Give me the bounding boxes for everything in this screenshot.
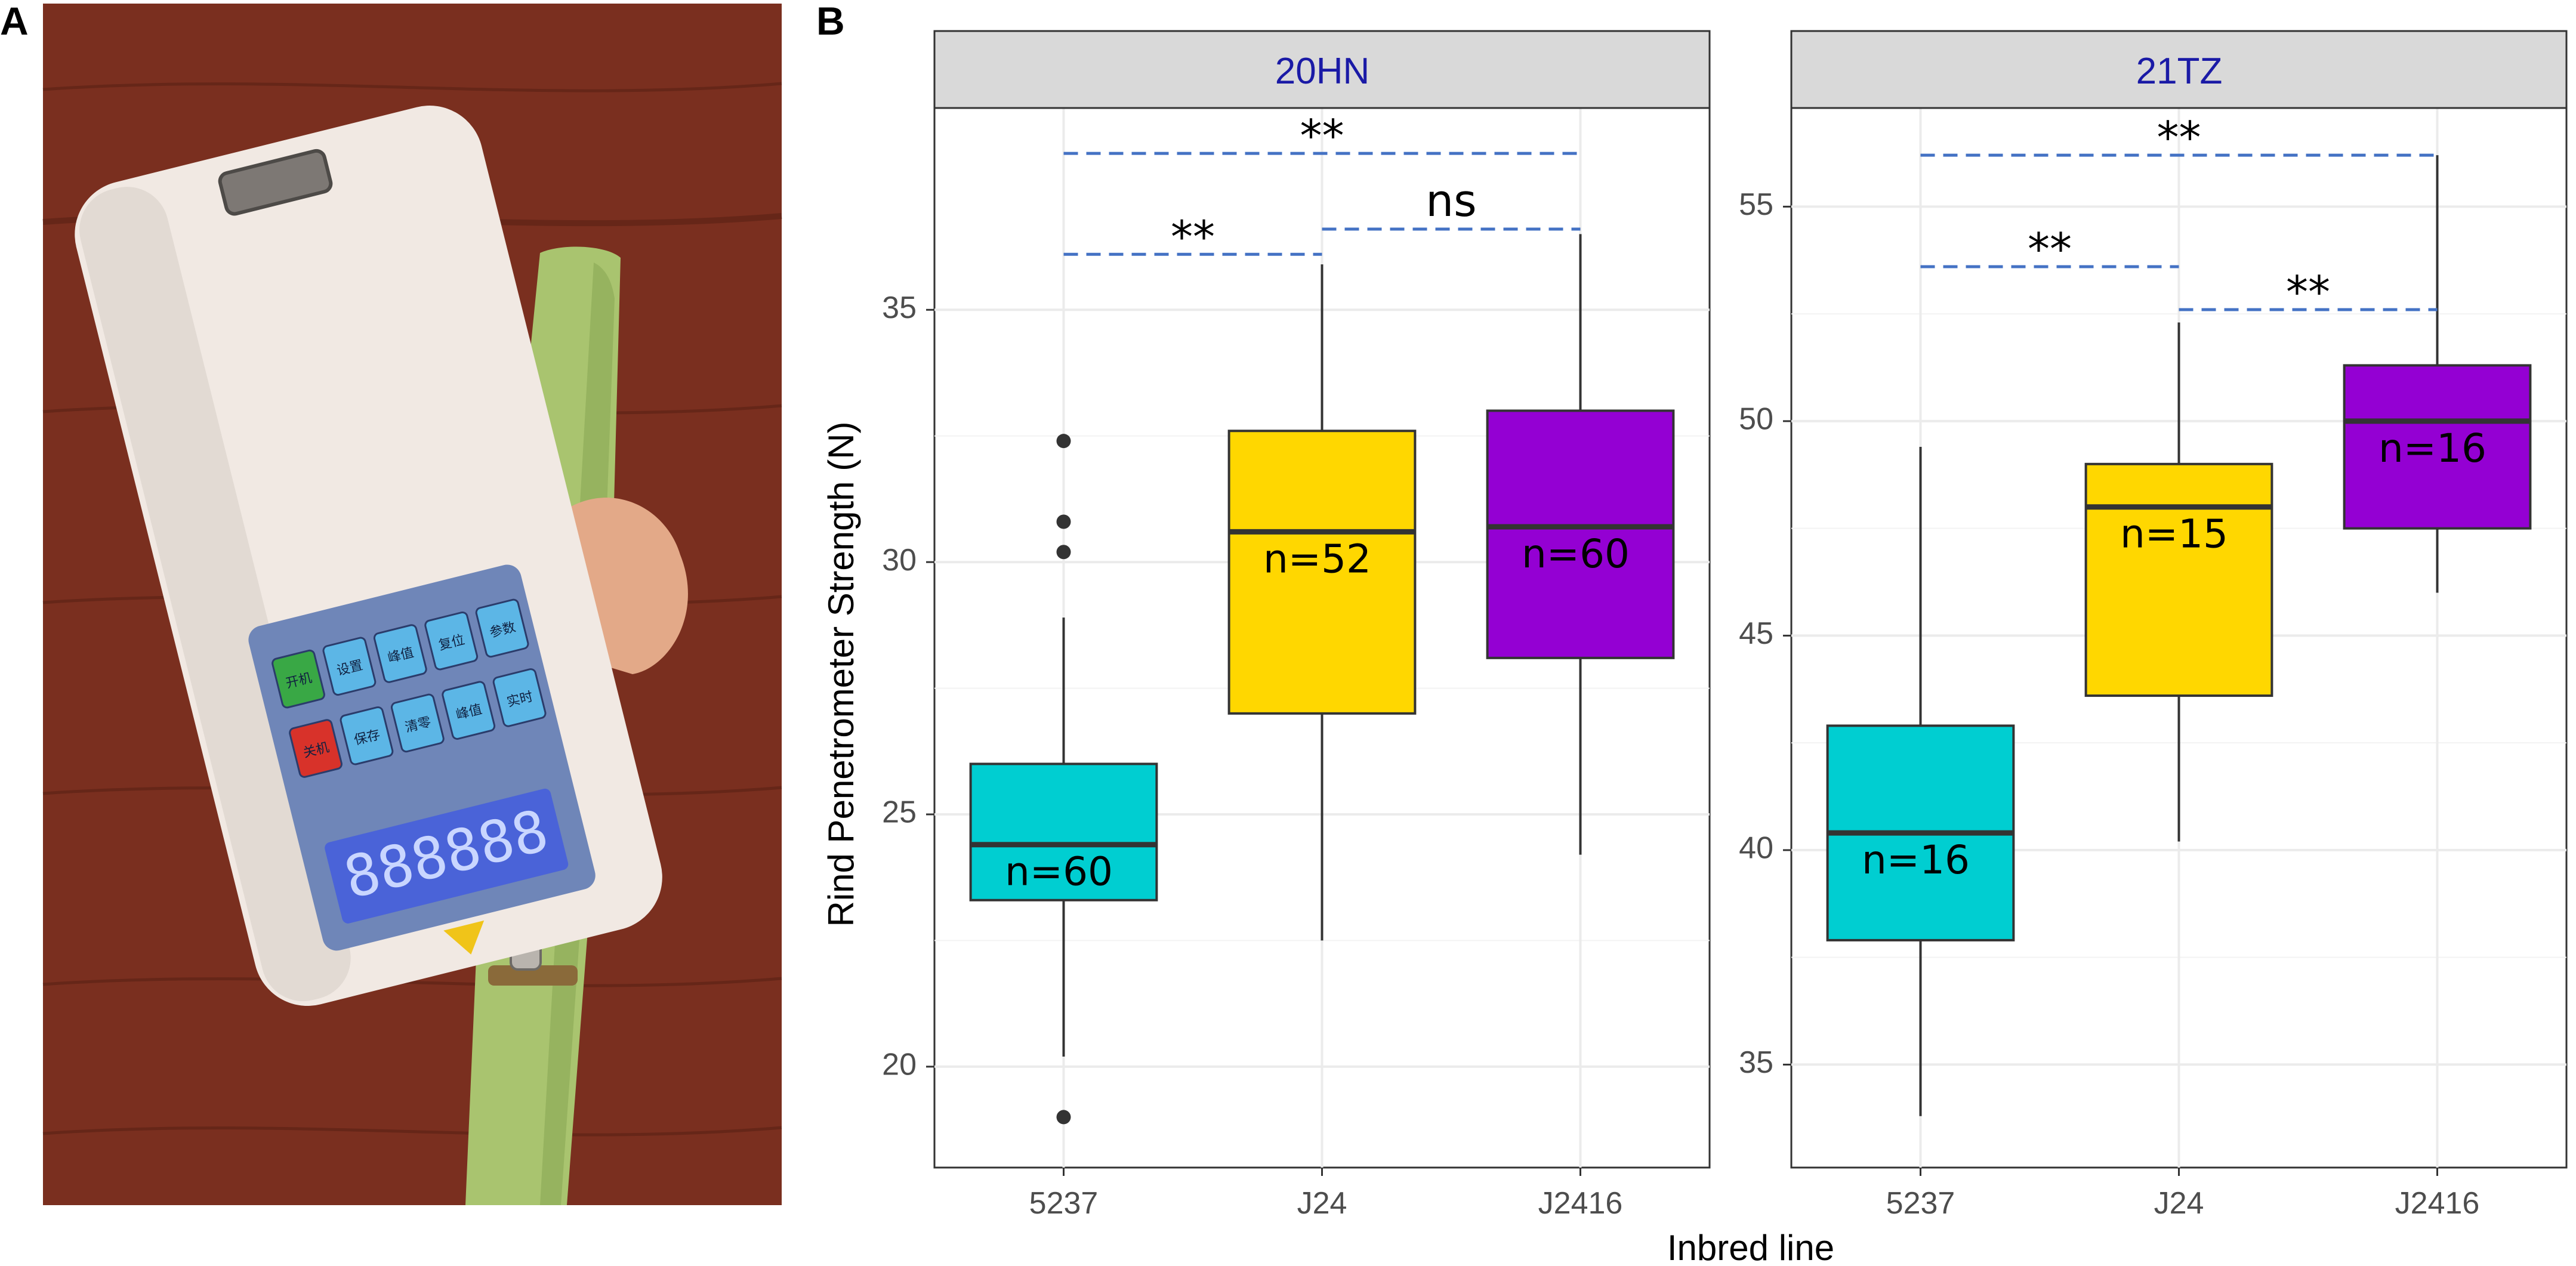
strip-label-21TZ: 21TZ [2136, 51, 2223, 92]
n-label: n=16 [2378, 425, 2486, 471]
box [2084, 462, 2273, 697]
outlier-point [1056, 434, 1071, 449]
keypad-key [390, 693, 445, 753]
warning-triangle-icon [443, 920, 485, 955]
y-tick-label: 50 [1739, 402, 1773, 437]
n-labels-21TZ: n=16 n=15 n=16 [1862, 425, 2486, 883]
x-tick-label: J2416 [1538, 1186, 1623, 1221]
lcd-screen [325, 788, 569, 924]
serial-port [218, 149, 333, 216]
wood-grain-line [42, 82, 782, 92]
x-tick-label: J2416 [2395, 1186, 2480, 1221]
device-side-shade [79, 187, 351, 1002]
facet-21TZ: 21TZ 35 40 45 50 55 5237 J24 J2416 n=16 … [1739, 30, 2568, 1221]
x-tick-label: 5237 [1886, 1186, 1955, 1221]
keypad-key [340, 706, 394, 765]
strip-21TZ [1790, 30, 2568, 109]
outlier-point [1056, 1110, 1071, 1125]
facet-20HN: 20HN 20 25 30 35 5237 J24 J2416 n=60 n=5… [882, 30, 1711, 1221]
keypad-key [442, 681, 496, 740]
n-label: n=15 [2120, 511, 2228, 557]
y-axis-ticks-20HN: 20 25 30 35 [882, 291, 917, 1082]
y-tick-label: 40 [1739, 831, 1773, 866]
y-axis-title: Rind Penetrometer Strength (N) [821, 421, 861, 927]
keypad-key [322, 637, 377, 696]
boxes-20HN [969, 234, 1675, 1125]
outlier-point [1056, 545, 1071, 560]
box [1227, 430, 1417, 715]
y-tick-label: 35 [1739, 1045, 1773, 1080]
y-axis-ticks-21TZ: 35 40 45 50 55 [1739, 187, 1773, 1080]
keypad-key [475, 598, 529, 658]
y-tick-label: 30 [882, 543, 917, 578]
panel-label-a: A [0, 0, 29, 43]
y-tick-label: 55 [1739, 187, 1773, 222]
wood-grain-line [42, 1126, 782, 1137]
significance-label: ns [1426, 175, 1476, 227]
y-tick-label: 35 [882, 291, 917, 325]
n-label: n=60 [1005, 849, 1113, 895]
n-label: n=52 [1263, 536, 1371, 582]
strip-label-20HN: 20HN [1275, 51, 1370, 92]
x-axis-title: Inbred line [1667, 1228, 1834, 1266]
keypad-key [289, 719, 343, 778]
n-label: n=60 [1522, 531, 1630, 577]
y-tick-label: 45 [1739, 616, 1773, 651]
wood-grain-line [42, 977, 782, 987]
keypad-key [272, 649, 325, 709]
x-tick-label: J24 [2154, 1186, 2204, 1221]
n-labels-20HN: n=60 n=52 n=60 [1005, 531, 1630, 895]
significance-20HN: ** ns ** [1063, 110, 1581, 263]
box [1486, 409, 1675, 659]
strip-20HN [933, 30, 1711, 109]
keypad-key [373, 624, 427, 683]
keypad-key [492, 668, 547, 727]
y-tick-label: 20 [882, 1048, 917, 1082]
outlier-point [1056, 514, 1071, 529]
significance-21TZ: ** ** ** [1920, 112, 2438, 318]
x-tick-label: J24 [1297, 1186, 1347, 1221]
y-tick-label: 25 [882, 795, 917, 830]
x-axis-ticks-21TZ: 5237 J24 J2416 [1886, 1186, 2480, 1221]
panel-label-b: B [816, 0, 845, 43]
n-label: n=16 [1862, 837, 1970, 883]
boxes-21TZ [1826, 155, 2532, 1116]
x-axis-ticks-20HN: 5237 J24 J2416 [1029, 1186, 1623, 1221]
x-tick-label: 5237 [1029, 1186, 1099, 1221]
box [2343, 364, 2532, 530]
keypad-key [424, 611, 479, 671]
box [969, 762, 1158, 901]
stalk-node [488, 965, 578, 986]
